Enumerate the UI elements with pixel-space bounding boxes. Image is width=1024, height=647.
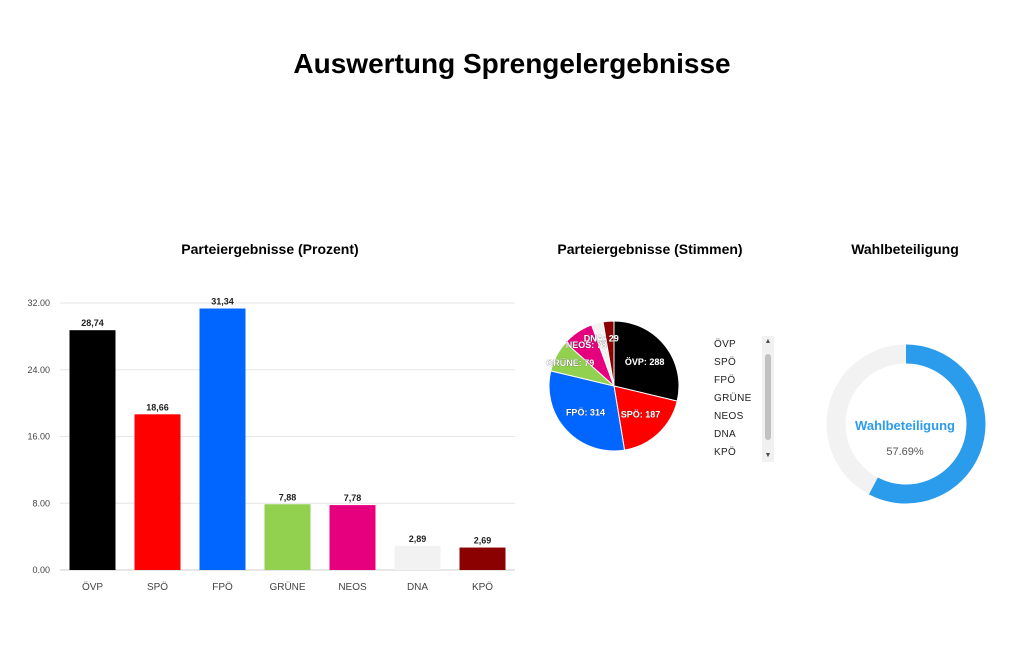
gauge-fill [826,344,986,504]
bar-data-label: 31,34 [211,297,234,307]
pie-data-label: FPÖ: 314 [566,408,605,418]
x-tick-label: KPÖ [472,581,493,593]
bar [69,330,116,570]
bar [134,414,181,570]
scroll-down-icon[interactable]: ▼ [764,452,772,459]
legend-item-fpoe[interactable]: FPÖ [714,375,736,386]
y-tick-label: 8.00 [32,498,50,508]
pie-data-label: NEOS: 78 [566,340,607,350]
legend-list: ÖVP SPÖ FPÖ GRÜNE NEOS DNA KPÖ [714,336,752,462]
pie-data-label: ÖVP: 288 [625,357,665,367]
bar [329,505,376,570]
bar [459,547,506,570]
pie-slice [613,320,680,402]
pie-data-label: GRÜNE: 79 [546,358,594,368]
scrollbar-thumb[interactable] [765,354,771,440]
bar-data-label: 2,89 [409,534,427,544]
y-tick-label: 16.00 [27,432,50,442]
pie-slice [613,385,678,451]
bar [264,504,311,570]
bar-data-label: 7,78 [344,493,362,503]
scroll-up-icon[interactable]: ▲ [764,338,772,345]
legend-item-neos[interactable]: NEOS [714,411,744,422]
pie-chart-title: Parteiergebnisse (Stimmen) [557,241,743,257]
bar-data-label: 18,66 [146,402,169,412]
y-tick-label: 32.00 [27,298,50,308]
pie-slice [602,320,615,387]
bar-data-label: 28,74 [81,318,104,328]
bar-chart: 0.00 8.00 16.00 24.00 32.00 28,74 ÖVP 18,66 SPÖ 3… [27,297,515,593]
x-tick-label: FPÖ [212,581,233,593]
gauge-value: 57.69% [886,446,924,458]
turnout-gauge [826,344,986,504]
legend-item-kpoe[interactable]: KPÖ [714,447,737,458]
page-title: Auswertung Sprengelergebnisse [293,48,731,79]
legend-item-gruene[interactable]: GRÜNE [714,393,752,404]
y-tick-label: 24.00 [27,365,50,375]
pie-chart: ÖVP: 288 SPÖ: 187 FPÖ: 314 GRÜNE: 79 NEOS: 7… [546,320,680,452]
legend-scrollbar[interactable]: ▲ ▼ [762,336,774,462]
legend-item-oevp[interactable]: ÖVP [714,339,737,350]
pie-slice [548,370,626,452]
x-tick-label: GRÜNE [269,581,305,593]
x-tick-label: NEOS [338,582,367,593]
y-tick-label: 0.00 [32,565,50,575]
bar-chart-title: Parteiergebnisse (Prozent) [181,241,359,257]
gauge-chart-title: Wahlbeteiligung [851,241,959,257]
bar-data-label: 7,88 [279,492,297,502]
pie-legend: ÖVP SPÖ FPÖ GRÜNE NEOS DNA KPÖ ▲ ▼ [706,336,774,462]
legend-item-dna[interactable]: DNA [714,429,737,440]
legend-item-spoe[interactable]: SPÖ [714,357,737,368]
pie-data-label: SPÖ: 187 [621,410,661,420]
gauge-label: Wahlbeteiligung [855,418,955,433]
x-tick-label: ÖVP [82,581,103,593]
bar [199,308,246,570]
bar [394,545,441,570]
x-tick-label: SPÖ [147,581,168,593]
pie-data-label: DNA: 29 [584,333,619,343]
x-tick-label: DNA [407,582,428,593]
bar-data-label: 2,69 [474,536,492,546]
